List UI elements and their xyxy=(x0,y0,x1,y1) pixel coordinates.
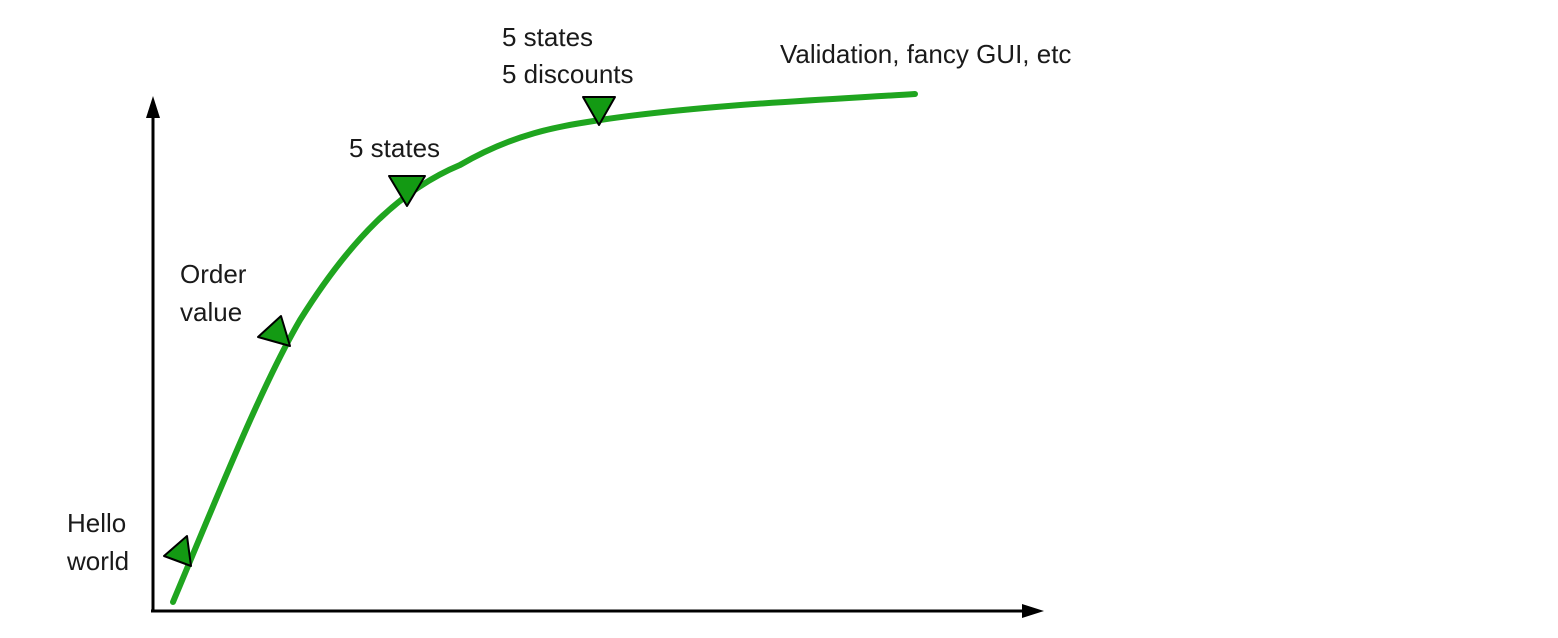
label-line: value xyxy=(180,297,242,327)
label-line: 5 states xyxy=(349,133,440,163)
y-axis-arrow-icon xyxy=(146,96,160,118)
progress-curve xyxy=(170,91,918,605)
label-validation-fancy-gui: Validation, fancy GUI, etc xyxy=(780,39,1071,69)
axes xyxy=(146,96,1044,618)
label-hello-world: Hello world xyxy=(66,508,133,576)
label-line: world xyxy=(66,546,129,576)
label-order-value: Order value xyxy=(180,259,254,327)
order-value-marker-icon xyxy=(257,315,291,347)
milestone-markers xyxy=(163,96,616,567)
label-line: Validation, fancy GUI, etc xyxy=(780,39,1071,69)
label-line: Order xyxy=(180,259,247,289)
label-line: 5 discounts xyxy=(502,59,634,89)
label-5-states-5-discounts: 5 states 5 discounts xyxy=(502,22,634,89)
5-states-marker-icon xyxy=(388,175,426,207)
x-axis-arrow-icon xyxy=(1022,604,1044,618)
milestone-labels: Hello world Order value 5 states 5 state… xyxy=(66,22,1071,576)
label-line: Hello xyxy=(67,508,126,538)
label-5-states: 5 states xyxy=(349,133,440,163)
label-line: 5 states xyxy=(502,22,593,52)
5-states-5-discounts-marker-icon xyxy=(582,96,616,126)
hello-world-marker-icon xyxy=(163,535,192,567)
